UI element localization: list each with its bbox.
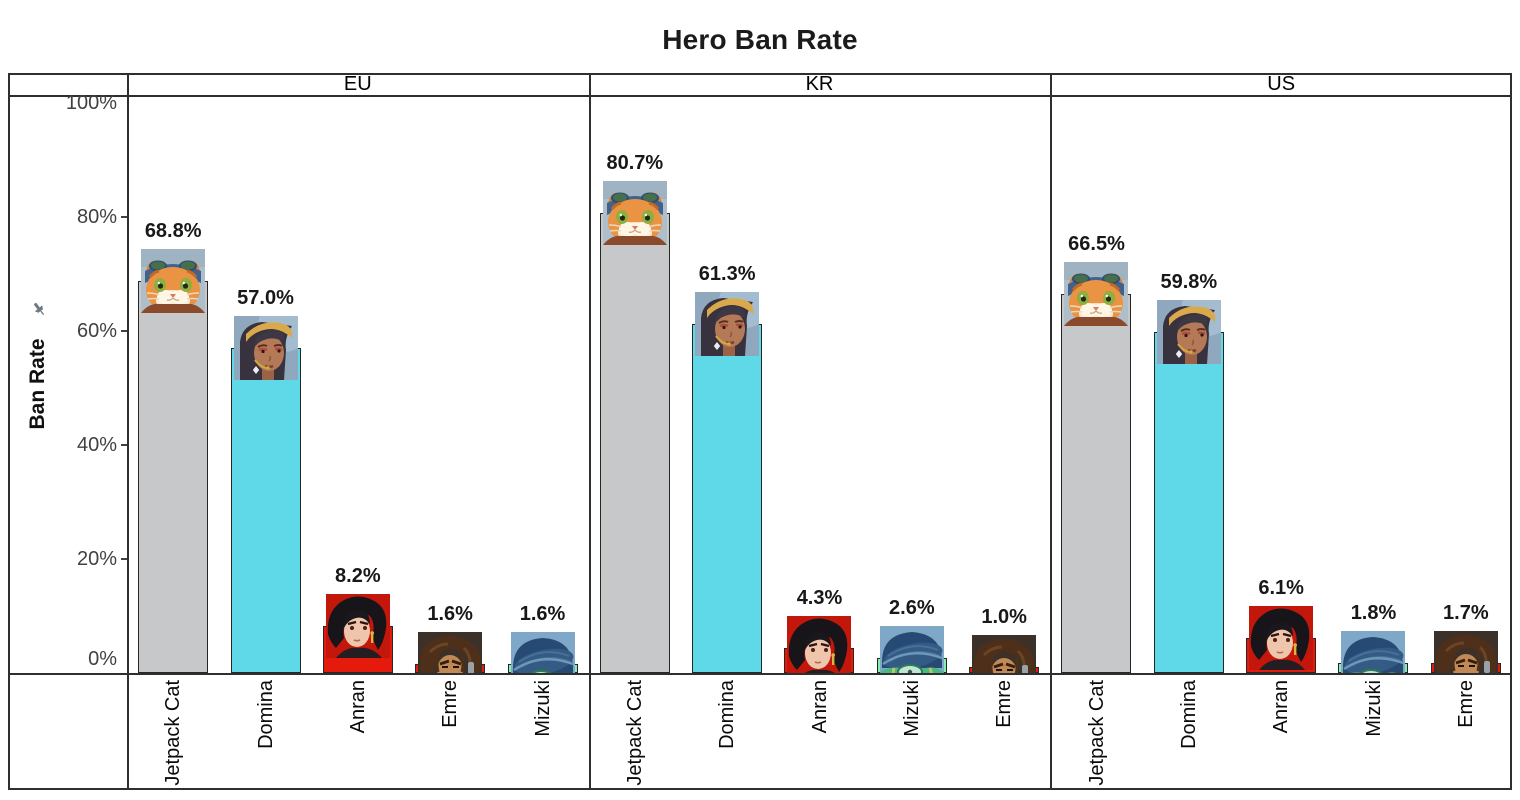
hero-image-anran[interactable]: [1249, 606, 1314, 671]
panel-eu: 68.8% 57.0% 8.2%: [127, 95, 589, 673]
hero-portrait-mizuki[interactable]: [1341, 630, 1406, 673]
hero-image-emre[interactable]: [418, 631, 483, 673]
hero-name-label-mizuki[interactable]: Mizuki: [1362, 680, 1385, 737]
y-tick-label: 40%: [76, 434, 117, 456]
hero-portrait-domina[interactable]: [695, 291, 760, 356]
hero-portrait-anran[interactable]: [1249, 606, 1314, 671]
bar-value-label: 8.2%: [335, 565, 381, 588]
bar-value-label: 61.3%: [698, 262, 756, 285]
panel-divider-line: [588, 73, 591, 790]
y-tick-label: 0%: [88, 648, 117, 670]
hero-name-label-emre[interactable]: Emre: [1454, 680, 1477, 728]
region-header-us[interactable]: US: [1267, 73, 1296, 95]
panel-divider-line: [127, 73, 129, 790]
hero-name-label-domina[interactable]: Domina: [254, 680, 277, 749]
hero-name-label-emre[interactable]: Emre: [993, 680, 1016, 728]
bar-value-label: 68.8%: [144, 219, 202, 242]
hero-image-mizuki[interactable]: [1341, 630, 1406, 673]
bar-value-label: 80.7%: [606, 152, 664, 174]
bar-kr-domina[interactable]: [692, 323, 763, 673]
y-tick-label: 60%: [76, 320, 117, 342]
hero-image-mizuki[interactable]: [879, 626, 944, 673]
hero-portrait-jetpack-cat[interactable]: [602, 181, 667, 245]
hero-image-domina[interactable]: [695, 291, 760, 356]
bar-us-jetpack-cat[interactable]: [1061, 293, 1132, 673]
chart-frame: [8, 73, 1512, 790]
panel-us: 66.5% 59.8% 6.1%: [1050, 95, 1512, 673]
hero-image-jetpack-cat[interactable]: [141, 248, 206, 313]
hero-image-anran[interactable]: [787, 616, 852, 673]
hero-portrait-mizuki[interactable]: [510, 631, 575, 673]
hero-image-mizuki[interactable]: [510, 631, 575, 673]
hero-name-label-mizuki[interactable]: Mizuki: [900, 680, 923, 737]
y-tick-mark: [121, 330, 127, 332]
bar-us-domina[interactable]: [1153, 332, 1224, 673]
header-divider-line: [8, 95, 1512, 97]
pushpin-icon[interactable]: [30, 300, 48, 318]
y-tick-label: 80%: [76, 206, 117, 228]
bar-value-label: 66.5%: [1068, 232, 1125, 255]
hero-name-label-emre[interactable]: Emre: [439, 680, 462, 728]
bar-value-label: 2.6%: [889, 597, 935, 620]
hero-image-domina[interactable]: [233, 316, 298, 381]
hero-name-label-mizuki[interactable]: Mizuki: [531, 680, 554, 737]
hero-image-emre[interactable]: [972, 635, 1037, 673]
hero-portrait-anran[interactable]: [787, 616, 852, 673]
bar-value-label: 1.0%: [981, 606, 1027, 629]
bar-value-label: 1.8%: [1350, 601, 1397, 624]
hero-portrait-anran[interactable]: [325, 594, 390, 659]
bar-kr-jetpack-cat[interactable]: [599, 213, 670, 673]
bar-value-label: 1.6%: [519, 602, 566, 625]
hero-name-label-domina[interactable]: Domina: [716, 680, 739, 749]
y-tick-mark: [121, 558, 127, 560]
bar-value-label: 59.8%: [1160, 271, 1218, 294]
bar-value-label: 1.7%: [1443, 602, 1489, 625]
bar-value-label: 6.1%: [1258, 577, 1304, 600]
panel-divider-line: [1050, 73, 1053, 790]
hero-image-emre[interactable]: [1433, 631, 1498, 673]
y-tick-label: 20%: [76, 548, 117, 570]
hero-portrait-domina[interactable]: [233, 316, 298, 381]
hero-portrait-emre[interactable]: [418, 631, 483, 673]
hero-image-domina[interactable]: [1156, 300, 1221, 365]
hero-name-label-jetpack-cat[interactable]: Jetpack Cat: [623, 680, 646, 786]
hero-portrait-domina[interactable]: [1156, 300, 1221, 365]
region-header-eu[interactable]: EU: [343, 73, 372, 95]
hero-portrait-jetpack-cat[interactable]: [141, 248, 206, 313]
bar-value-label: 1.6%: [427, 602, 473, 625]
region-header-kr[interactable]: KR: [805, 73, 834, 95]
bar-value-label: 4.3%: [796, 587, 843, 610]
hero-image-jetpack-cat[interactable]: [1064, 261, 1129, 326]
bar-eu-domina[interactable]: [230, 348, 301, 673]
hero-portrait-emre[interactable]: [972, 635, 1037, 673]
hero-portrait-emre[interactable]: [1433, 631, 1498, 673]
hero-portrait-mizuki[interactable]: [879, 626, 944, 673]
axis-baseline: [8, 673, 1512, 675]
bar-eu-jetpack-cat[interactable]: [138, 280, 209, 673]
y-tick-mark: [121, 444, 127, 446]
y-axis-pin[interactable]: [30, 300, 48, 318]
hero-name-label-jetpack-cat[interactable]: Jetpack Cat: [162, 680, 185, 786]
panel-kr: 80.7% 61.3% 4.3%: [589, 95, 1051, 673]
hero-image-jetpack-cat[interactable]: [602, 181, 667, 245]
hero-name-label-anran[interactable]: Anran: [1270, 680, 1293, 734]
y-tick-label: 100%: [65, 92, 117, 114]
y-tick-mark: [121, 216, 127, 218]
bar-value-label: 57.0%: [237, 287, 294, 310]
hero-name-label-anran[interactable]: Anran: [808, 680, 831, 734]
hero-name-label-anran[interactable]: Anran: [346, 680, 369, 734]
hero-name-label-jetpack-cat[interactable]: Jetpack Cat: [1085, 680, 1108, 786]
hero-name-label-domina[interactable]: Domina: [1177, 680, 1200, 749]
hero-image-anran[interactable]: [325, 594, 390, 659]
chart-title: Hero Ban Rate: [662, 24, 858, 55]
hero-portrait-jetpack-cat[interactable]: [1064, 261, 1129, 326]
